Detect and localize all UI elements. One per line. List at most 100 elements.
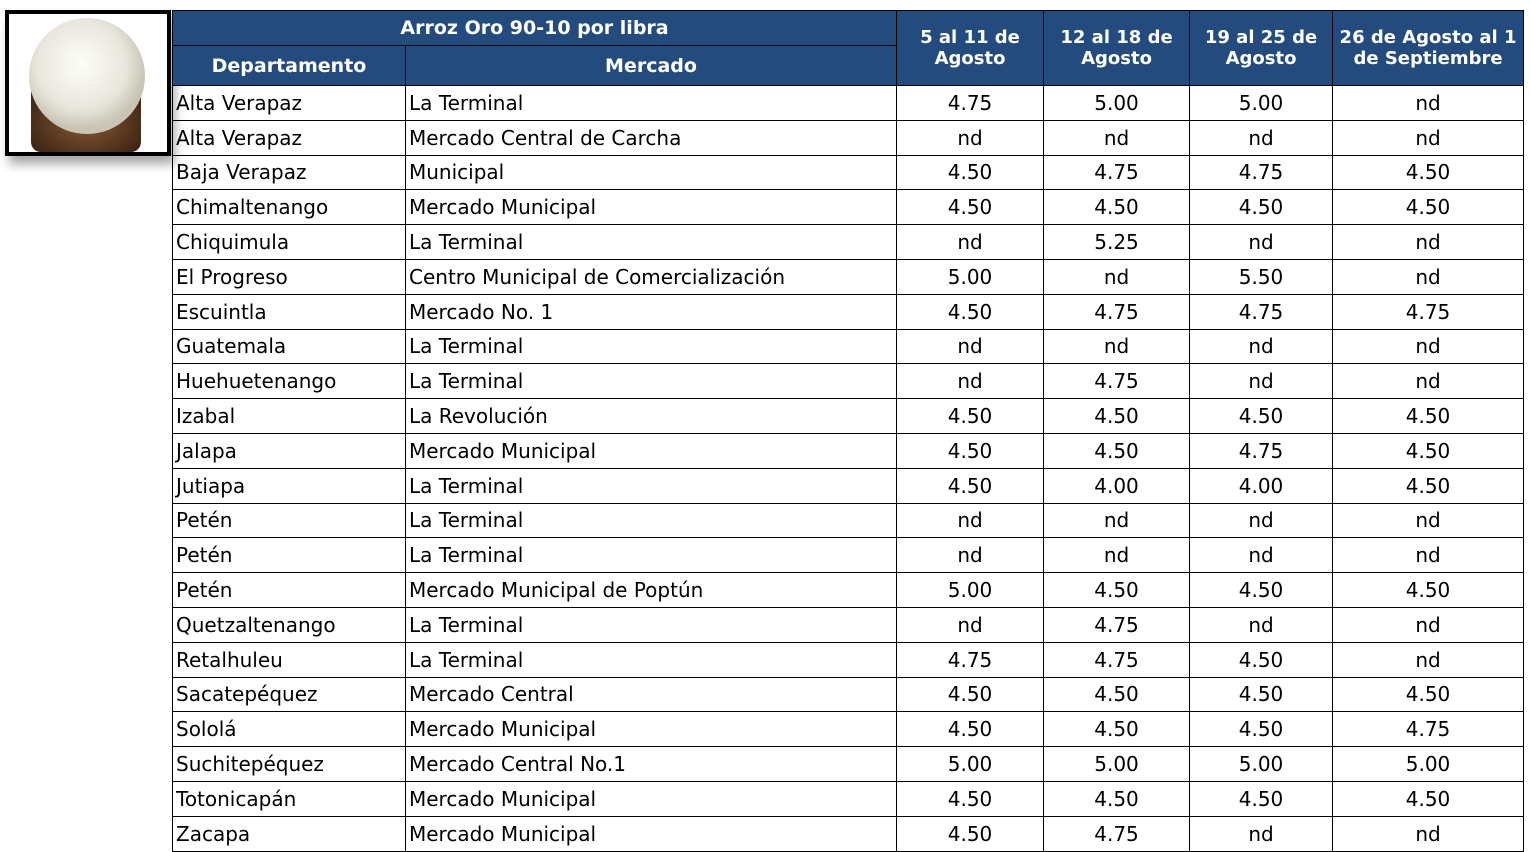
price-cell: nd xyxy=(1333,642,1524,677)
price-cell: 4.75 xyxy=(1333,294,1524,329)
price-cell: nd xyxy=(1044,120,1190,155)
column-header: 12 al 18 de Agosto xyxy=(1044,11,1190,86)
price-cell: 4.75 xyxy=(1190,155,1333,190)
price-cell: nd xyxy=(897,364,1044,399)
price-cell: 4.50 xyxy=(1333,433,1524,468)
department-cell: Alta Verapaz xyxy=(173,120,406,155)
price-cell: 4.50 xyxy=(1044,677,1190,712)
department-cell: Alta Verapaz xyxy=(173,86,406,121)
department-cell: Suchitepéquez xyxy=(173,747,406,782)
department-cell: Chiquimula xyxy=(173,225,406,260)
price-cell: 4.00 xyxy=(1044,468,1190,503)
price-cell: 4.50 xyxy=(1190,399,1333,434)
price-cell: 4.50 xyxy=(1044,399,1190,434)
price-cell: 4.50 xyxy=(1190,642,1333,677)
market-cell: La Terminal xyxy=(406,538,897,573)
price-cell: 4.75 xyxy=(1044,816,1190,851)
price-cell: nd xyxy=(1190,538,1333,573)
price-cell: 4.50 xyxy=(1333,190,1524,225)
price-cell: 4.50 xyxy=(1044,573,1190,608)
column-header: 19 al 25 de Agosto xyxy=(1190,11,1333,86)
department-cell: Zacapa xyxy=(173,816,406,851)
price-cell: 4.50 xyxy=(1333,399,1524,434)
page: Arroz Oro 90-10 por libra 5 al 11 de Ago… xyxy=(0,0,1531,850)
market-cell: Centro Municipal de Comercialización xyxy=(406,259,897,294)
price-cell: 5.00 xyxy=(1044,86,1190,121)
price-cell: 4.50 xyxy=(897,468,1044,503)
price-cell: 4.50 xyxy=(1333,677,1524,712)
department-cell: Jutiapa xyxy=(173,468,406,503)
market-cell: La Terminal xyxy=(406,329,897,364)
department-cell: Baja Verapaz xyxy=(173,155,406,190)
price-cell: 5.00 xyxy=(897,573,1044,608)
price-cell: 4.50 xyxy=(897,677,1044,712)
price-cell: 5.00 xyxy=(1044,747,1190,782)
market-cell: La Terminal xyxy=(406,607,897,642)
price-cell: 5.00 xyxy=(1190,86,1333,121)
price-cell: 4.75 xyxy=(1044,294,1190,329)
price-cell: 4.50 xyxy=(1044,712,1190,747)
price-cell: 4.75 xyxy=(1044,607,1190,642)
market-cell: Municipal xyxy=(406,155,897,190)
price-cell: 4.50 xyxy=(1190,781,1333,816)
price-cell: 4.50 xyxy=(897,816,1044,851)
market-cell: La Terminal xyxy=(406,503,897,538)
price-cell: nd xyxy=(1333,816,1524,851)
price-cell: 4.50 xyxy=(897,294,1044,329)
department-cell: Totonicapán xyxy=(173,781,406,816)
department-cell: Retalhuleu xyxy=(173,642,406,677)
market-cell: Mercado Municipal xyxy=(406,781,897,816)
column-header: 5 al 11 de Agosto xyxy=(897,11,1044,86)
price-cell: nd xyxy=(1333,538,1524,573)
market-cell: Mercado Municipal xyxy=(406,816,897,851)
price-cell: nd xyxy=(1190,329,1333,364)
price-cell: nd xyxy=(1044,503,1190,538)
department-cell: Petén xyxy=(173,503,406,538)
price-cell: 5.00 xyxy=(897,259,1044,294)
price-cell: 4.50 xyxy=(897,190,1044,225)
price-cell: nd xyxy=(897,503,1044,538)
department-cell: Escuintla xyxy=(173,294,406,329)
table-title: Arroz Oro 90-10 por libra xyxy=(173,11,897,46)
price-cell: 4.75 xyxy=(897,642,1044,677)
price-cell: nd xyxy=(1190,503,1333,538)
market-cell: Mercado Central de Carcha xyxy=(406,120,897,155)
price-cell: nd xyxy=(897,329,1044,364)
price-cell: nd xyxy=(897,225,1044,260)
market-cell: Mercado Municipal xyxy=(406,712,897,747)
market-cell: Mercado Central xyxy=(406,677,897,712)
price-cell: nd xyxy=(1333,503,1524,538)
price-cell: nd xyxy=(1333,86,1524,121)
price-cell: 4.75 xyxy=(1044,642,1190,677)
price-table: Arroz Oro 90-10 por libra 5 al 11 de Ago… xyxy=(172,10,1524,852)
price-cell: 5.00 xyxy=(1333,747,1524,782)
price-cell: nd xyxy=(1190,225,1333,260)
price-cell: nd xyxy=(1044,259,1190,294)
price-cell: nd xyxy=(1333,329,1524,364)
price-cell: nd xyxy=(1190,816,1333,851)
department-cell: Petén xyxy=(173,573,406,608)
price-cell: 4.75 xyxy=(1190,433,1333,468)
column-header: Mercado xyxy=(406,46,897,86)
market-cell: La Terminal xyxy=(406,86,897,121)
price-cell: 4.75 xyxy=(1044,364,1190,399)
column-header: 26 de Agosto al 1 de Septiembre xyxy=(1333,11,1524,86)
price-cell: nd xyxy=(1190,364,1333,399)
market-cell: La Terminal xyxy=(406,225,897,260)
price-cell: nd xyxy=(1044,538,1190,573)
market-cell: La Terminal xyxy=(406,642,897,677)
department-cell: Chimaltenango xyxy=(173,190,406,225)
